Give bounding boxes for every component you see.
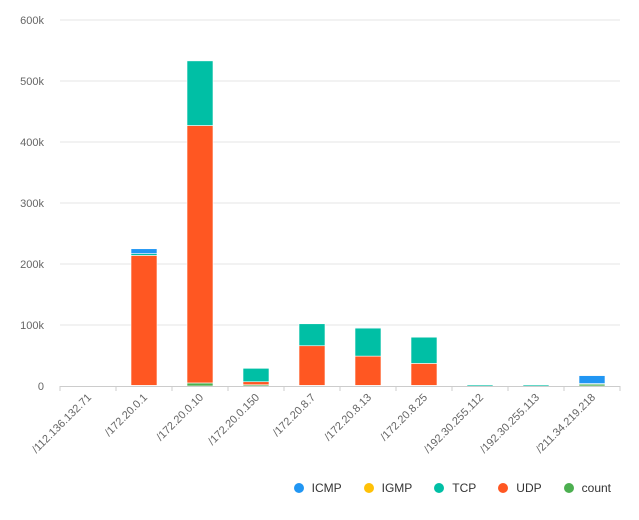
legend-marker-icon bbox=[363, 483, 374, 493]
legend-item-tcp[interactable]: TCP bbox=[434, 481, 476, 495]
legend-marker-icon bbox=[563, 483, 574, 493]
bar-segment-tcp[interactable] bbox=[522, 384, 550, 387]
x-tick-label: /211.34.219.218 bbox=[534, 392, 598, 456]
bar-segment-icmp[interactable] bbox=[130, 248, 158, 254]
x-tick-label: /172.20.0.1 bbox=[103, 392, 150, 439]
legend-item-icmp[interactable]: ICMP bbox=[293, 481, 342, 495]
bar-segment-tcp[interactable] bbox=[410, 336, 438, 364]
y-tick-label: 100k bbox=[20, 320, 44, 332]
legend-marker-icon bbox=[293, 483, 304, 493]
bar-segment-tcp[interactable] bbox=[298, 323, 326, 347]
x-tick-label: /192.30.255.112 bbox=[422, 392, 486, 456]
y-tick-label: 600k bbox=[20, 15, 44, 27]
y-tick-label: 200k bbox=[20, 259, 44, 271]
x-tick-label: /112.136.132.71 bbox=[30, 392, 94, 456]
legend-item-udp[interactable]: UDP bbox=[498, 481, 542, 495]
bar-segment-udp[interactable] bbox=[186, 125, 214, 384]
x-tick-label: /172.20.8.7 bbox=[271, 392, 318, 439]
legend-label: IGMP bbox=[381, 481, 413, 495]
y-axis-ticks: 0 100k 200k 300k 400k 500k 600k bbox=[20, 15, 44, 393]
legend-label: count bbox=[581, 481, 611, 495]
bar-segment-icmp[interactable] bbox=[578, 375, 606, 384]
bar-segment-count[interactable] bbox=[186, 382, 214, 387]
bar-segment-tcp[interactable] bbox=[186, 60, 214, 126]
legend-marker-icon bbox=[434, 483, 445, 493]
legend-label: ICMP bbox=[311, 481, 342, 495]
bar-segment-tcp[interactable] bbox=[242, 368, 270, 383]
x-tick-label: /172.20.8.13 bbox=[322, 392, 374, 444]
legend-label: TCP bbox=[452, 481, 477, 495]
x-tick-label: /172.20.0.150 bbox=[206, 392, 262, 448]
x-axis bbox=[59, 386, 621, 391]
x-tick-label: /172.20.0.10 bbox=[154, 392, 206, 444]
legend-item-igmp[interactable]: IGMP bbox=[363, 481, 413, 495]
x-tick-label: /192.30.255.113 bbox=[478, 392, 542, 456]
legend: ICMP IGMP TCP UDP count bbox=[0, 478, 639, 498]
y-tick-label: 500k bbox=[20, 76, 44, 88]
legend-item-count[interactable]: count bbox=[563, 481, 611, 495]
bar-segment-tcp[interactable] bbox=[354, 327, 382, 357]
bar-segment-udp[interactable] bbox=[242, 381, 270, 386]
y-tick-label: 0 bbox=[38, 381, 44, 393]
bar-segment-tcp[interactable] bbox=[466, 384, 494, 387]
bar-segment-udp[interactable] bbox=[354, 355, 382, 386]
y-tick-label: 300k bbox=[20, 198, 44, 210]
x-tick-label: /172.20.8.25 bbox=[378, 392, 430, 444]
bars bbox=[130, 60, 606, 387]
bar-segment-udp[interactable] bbox=[130, 255, 158, 386]
bar-segment-udp[interactable] bbox=[298, 345, 326, 386]
legend-label: UDP bbox=[516, 481, 542, 495]
y-tick-label: 400k bbox=[20, 137, 44, 149]
legend-marker-icon bbox=[498, 483, 509, 493]
bar-segment-icmp[interactable] bbox=[354, 327, 382, 329]
x-axis-ticks: /112.136.132.71/172.20.0.1/172.20.0.10/1… bbox=[30, 392, 598, 456]
bar-segment-udp[interactable] bbox=[410, 363, 438, 386]
